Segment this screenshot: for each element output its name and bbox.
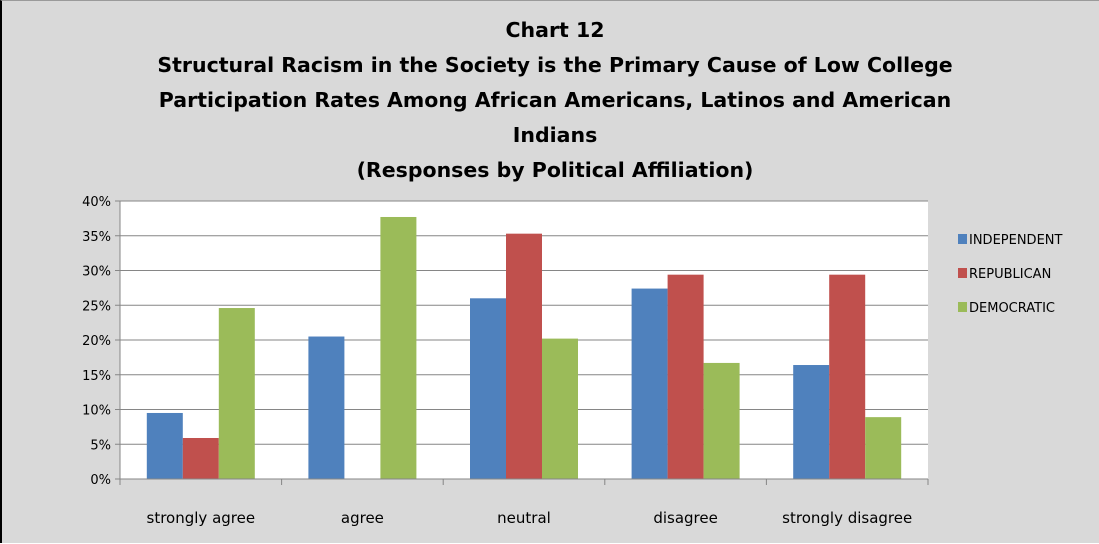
- bar-democratic: [703, 362, 740, 479]
- legend-swatch: [958, 302, 967, 312]
- bar-independent: [146, 412, 183, 479]
- legend-label: DEMOCRATIC: [969, 301, 1055, 316]
- y-tick-label: 0%: [90, 473, 111, 488]
- y-tick-label: 20%: [82, 334, 111, 349]
- bar-independent: [470, 298, 506, 479]
- legend-label: INDEPENDENT: [969, 233, 1063, 248]
- title-line-5: (Responses by Political Affiliation): [357, 158, 754, 182]
- bar-republican: [182, 437, 219, 479]
- bar-democratic: [865, 417, 902, 479]
- x-tick-label: disagree: [653, 509, 718, 527]
- title-line-3: Participation Rates Among African Americ…: [159, 88, 951, 112]
- legend: INDEPENDENT REPUBLICAN DEMOCRATIC: [958, 233, 1063, 316]
- legend-item: INDEPENDENT: [958, 233, 1063, 248]
- y-tick-label: 10%: [82, 404, 111, 419]
- bar-democratic: [380, 216, 417, 480]
- bar-republican: [829, 274, 866, 479]
- bars: [146, 216, 902, 480]
- legend-label: REPUBLICAN: [969, 267, 1051, 282]
- axes: 0% 5% 10% 15% 20% 25% 30% 35% 40% strongly agree a…: [82, 195, 929, 527]
- y-tick-label: 5%: [90, 438, 111, 453]
- y-tick-label: 15%: [82, 369, 111, 384]
- legend-swatch: [958, 234, 967, 244]
- bar-republican: [667, 274, 704, 479]
- title-line-4: Indians: [513, 123, 598, 147]
- bar-republican: [506, 233, 542, 479]
- legend-item: REPUBLICAN: [958, 267, 1051, 282]
- bar-democratic: [542, 338, 578, 479]
- y-tick-label: 35%: [82, 230, 111, 245]
- bar-independent: [308, 336, 345, 479]
- x-tick-label: strongly disagree: [782, 509, 912, 527]
- x-tick-label: agree: [341, 509, 384, 527]
- y-tick-label: 25%: [82, 299, 111, 314]
- legend-swatch: [958, 268, 967, 278]
- x-tick-label: neutral: [497, 509, 551, 527]
- title-line-2: Structural Racism in the Society is the …: [157, 53, 952, 77]
- title-line-1: Chart 12: [505, 18, 604, 42]
- bar-democratic: [218, 308, 255, 479]
- bar-independent: [793, 365, 830, 479]
- x-tick-label: strongly agree: [147, 509, 256, 527]
- chart-title: Chart 12 Structural Racism in the Societ…: [157, 18, 952, 182]
- legend-item: DEMOCRATIC: [958, 301, 1055, 316]
- y-tick-label: 30%: [82, 265, 111, 280]
- bar-independent: [631, 288, 668, 479]
- y-tick-label: 40%: [82, 195, 111, 210]
